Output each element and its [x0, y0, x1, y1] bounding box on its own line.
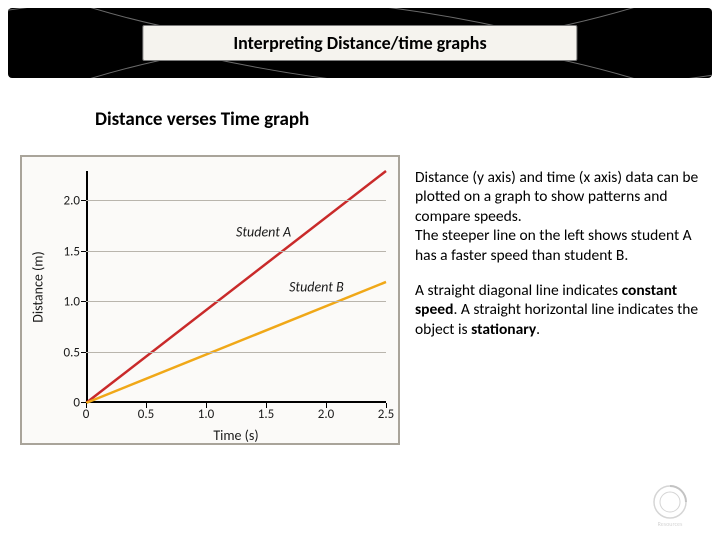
y-tick-label: 1.5: [64, 244, 80, 259]
series-line: [86, 282, 386, 403]
watermark-logo: Resources: [646, 482, 694, 530]
explanation-text: Distance (y axis) and time (x axis) data…: [415, 168, 705, 355]
page-title: Interpreting Distance/time graphs: [142, 25, 577, 61]
series-label: Student B: [289, 279, 344, 296]
y-tick-label: 0.5: [64, 345, 80, 360]
grid-line: [86, 352, 386, 353]
paragraph-2: The steeper line on the left shows stude…: [415, 226, 692, 264]
title-banner: Interpreting Distance/time graphs: [8, 8, 712, 78]
x-tick-label: 0: [83, 407, 90, 422]
y-axis-label: Distance (m): [30, 251, 47, 322]
y-tick-label: 1.0: [64, 295, 80, 310]
grid-line: [86, 301, 386, 302]
x-tick-label: 2.0: [318, 407, 334, 422]
series-label: Student A: [236, 223, 291, 240]
y-tick-label: 0: [73, 396, 80, 411]
x-axis-label: Time (s): [213, 427, 258, 444]
plot-area: Distance (m) Time (s) 00.51.01.52.000.51…: [86, 171, 386, 403]
distance-time-chart: Distance (m) Time (s) 0 0.5 1.0 1.5 2.0 0 0.5 1…: [20, 155, 400, 445]
paragraph-1: Distance (y axis) and time (x axis) data…: [415, 168, 698, 226]
y-tick-label: 2.0: [64, 194, 80, 209]
grid-line: [86, 251, 386, 252]
x-tick-label: 1.5: [258, 407, 274, 422]
svg-text:Resources: Resources: [658, 520, 683, 528]
paragraph-3: A straight diagonal line indicates const…: [415, 281, 705, 339]
x-tick-label: 1.0: [198, 407, 214, 422]
x-tick-label: 2.5: [378, 407, 394, 422]
x-tick-label: 0.5: [138, 407, 154, 422]
grid-line: [86, 200, 386, 201]
section-subtitle: Distance verses Time graph: [95, 108, 309, 131]
